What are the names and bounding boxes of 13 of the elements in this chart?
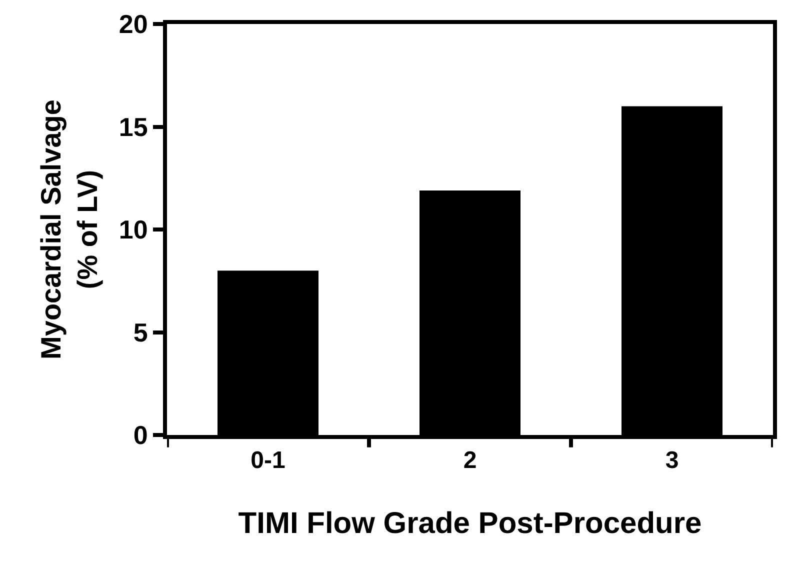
bar [622,106,722,435]
bar [218,270,318,435]
y-axis-title: Myocardial Salvage (% of LV) [36,100,104,360]
x-tick-label: 2 [463,446,477,474]
x-axis-title: TIMI Flow Grade Post-Procedure [238,506,702,540]
x-tick-label: 0-1 [250,446,286,474]
bar [420,190,520,435]
x-tick-label: 3 [665,446,679,474]
y-tick-label: 20 [118,9,148,40]
y-tick-label: 5 [133,317,148,348]
y-tick-label: 15 [118,112,148,142]
y-tick-label: 0 [133,420,148,450]
y-tick-label: 10 [118,214,148,245]
